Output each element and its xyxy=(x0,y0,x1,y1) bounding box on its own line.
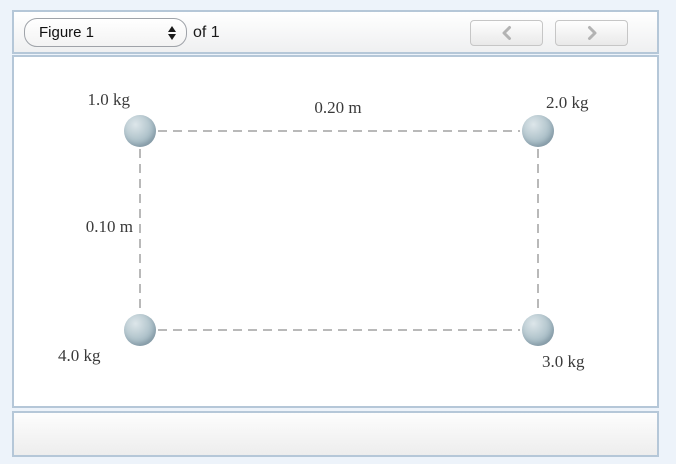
mass-sphere-top-right xyxy=(522,115,554,147)
figure-select[interactable]: Figure 1 xyxy=(24,18,187,47)
next-figure-button[interactable] xyxy=(555,20,628,46)
distance-label-top: 0.20 m xyxy=(314,98,362,117)
mass-sphere-top-left xyxy=(124,115,156,147)
arrow-up-icon xyxy=(168,25,176,32)
dashed-line-right xyxy=(537,149,539,313)
select-stepper-icon xyxy=(168,25,176,40)
chevron-right-icon xyxy=(587,26,596,40)
dashed-line-top xyxy=(158,130,520,132)
mass-label-top-right: 2.0 kg xyxy=(546,93,589,112)
previous-figure-button[interactable] xyxy=(470,20,543,46)
mass-sphere-bottom-left xyxy=(124,314,156,346)
dashed-line-bottom xyxy=(158,329,520,331)
figure-count-label: of 1 xyxy=(193,24,220,41)
figure-select-value: Figure 1 xyxy=(39,24,95,41)
mass-label-bottom-left: 4.0 kg xyxy=(58,346,101,365)
arrow-down-icon xyxy=(168,33,176,40)
chevron-left-icon xyxy=(502,26,511,40)
bottom-panel xyxy=(12,411,659,457)
dashed-line-left xyxy=(139,149,141,313)
mass-label-bottom-right: 3.0 kg xyxy=(542,352,585,371)
distance-label-left: 0.10 m xyxy=(85,217,133,236)
figure-canvas: 1.0 kg 2.0 kg 4.0 kg 3.0 kg 0.20 m 0.10 … xyxy=(12,55,659,408)
figure-toolbar: Figure 1 of 1 xyxy=(12,10,659,54)
mass-sphere-bottom-right xyxy=(522,314,554,346)
mass-label-top-left: 1.0 kg xyxy=(87,90,131,109)
